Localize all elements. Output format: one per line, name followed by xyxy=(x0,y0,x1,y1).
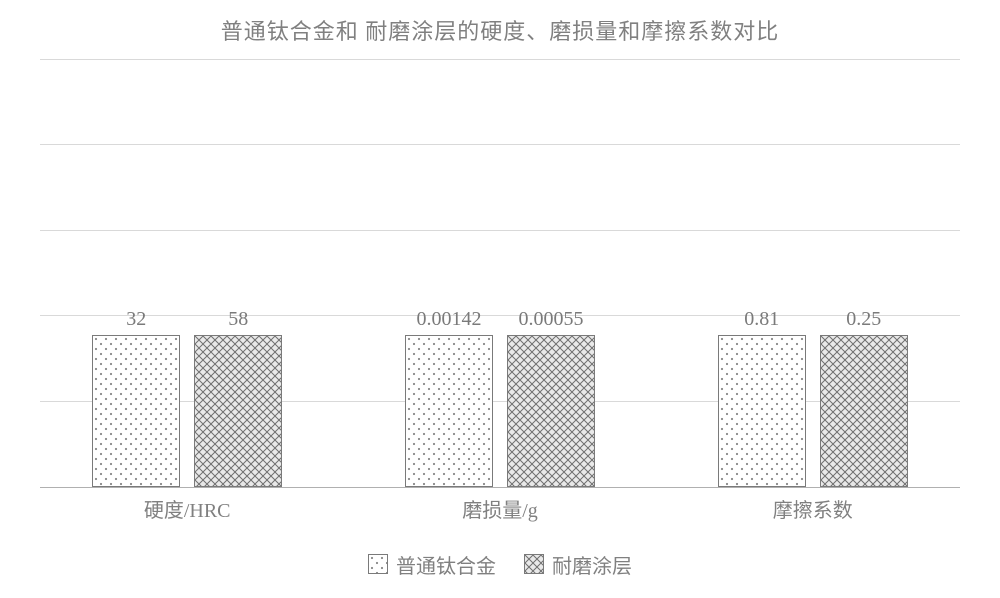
bar-group: 0.001420.00055 xyxy=(405,335,595,487)
legend-label: 普通钛合金 xyxy=(396,550,496,579)
bar: 0.00055 xyxy=(507,335,595,487)
bar: 32 xyxy=(92,335,180,487)
legend-label: 耐磨涂层 xyxy=(552,550,632,579)
bar-value-label: 0.00142 xyxy=(417,308,482,331)
chart-title: 普通钛合金和 耐磨涂层的硬度、磨损量和摩擦系数对比 xyxy=(0,14,1000,46)
bar: 0.00142 xyxy=(405,335,493,487)
x-axis-label: 摩擦系数 xyxy=(773,494,853,523)
plot-area: 32580.001420.000550.810.25 xyxy=(40,60,960,488)
x-axis-labels: 硬度/HRC 磨损量/g 摩擦系数 xyxy=(40,494,960,520)
x-axis-label: 硬度/HRC xyxy=(144,494,231,523)
x-axis-label: 磨损量/g xyxy=(462,494,538,523)
bar: 58 xyxy=(194,335,282,487)
bar-value-label: 58 xyxy=(228,308,248,331)
legend-item: 耐磨涂层 xyxy=(524,550,632,579)
bar-value-label: 0.81 xyxy=(744,308,779,331)
bar: 0.81 xyxy=(718,335,806,487)
legend-swatch xyxy=(368,554,388,574)
bar-value-label: 0.25 xyxy=(846,308,881,331)
bar-value-label: 0.00055 xyxy=(519,308,584,331)
bar-group: 0.810.25 xyxy=(718,335,908,487)
bar-group: 3258 xyxy=(92,335,282,487)
legend-swatch xyxy=(524,554,544,574)
legend-item: 普通钛合金 xyxy=(368,550,496,579)
legend: 普通钛合金 耐磨涂层 xyxy=(0,540,1000,588)
bar: 0.25 xyxy=(820,335,908,487)
bar-value-label: 32 xyxy=(126,308,146,331)
chart-container: 普通钛合金和 耐磨涂层的硬度、磨损量和摩擦系数对比 32580.001420.0… xyxy=(0,0,1000,598)
